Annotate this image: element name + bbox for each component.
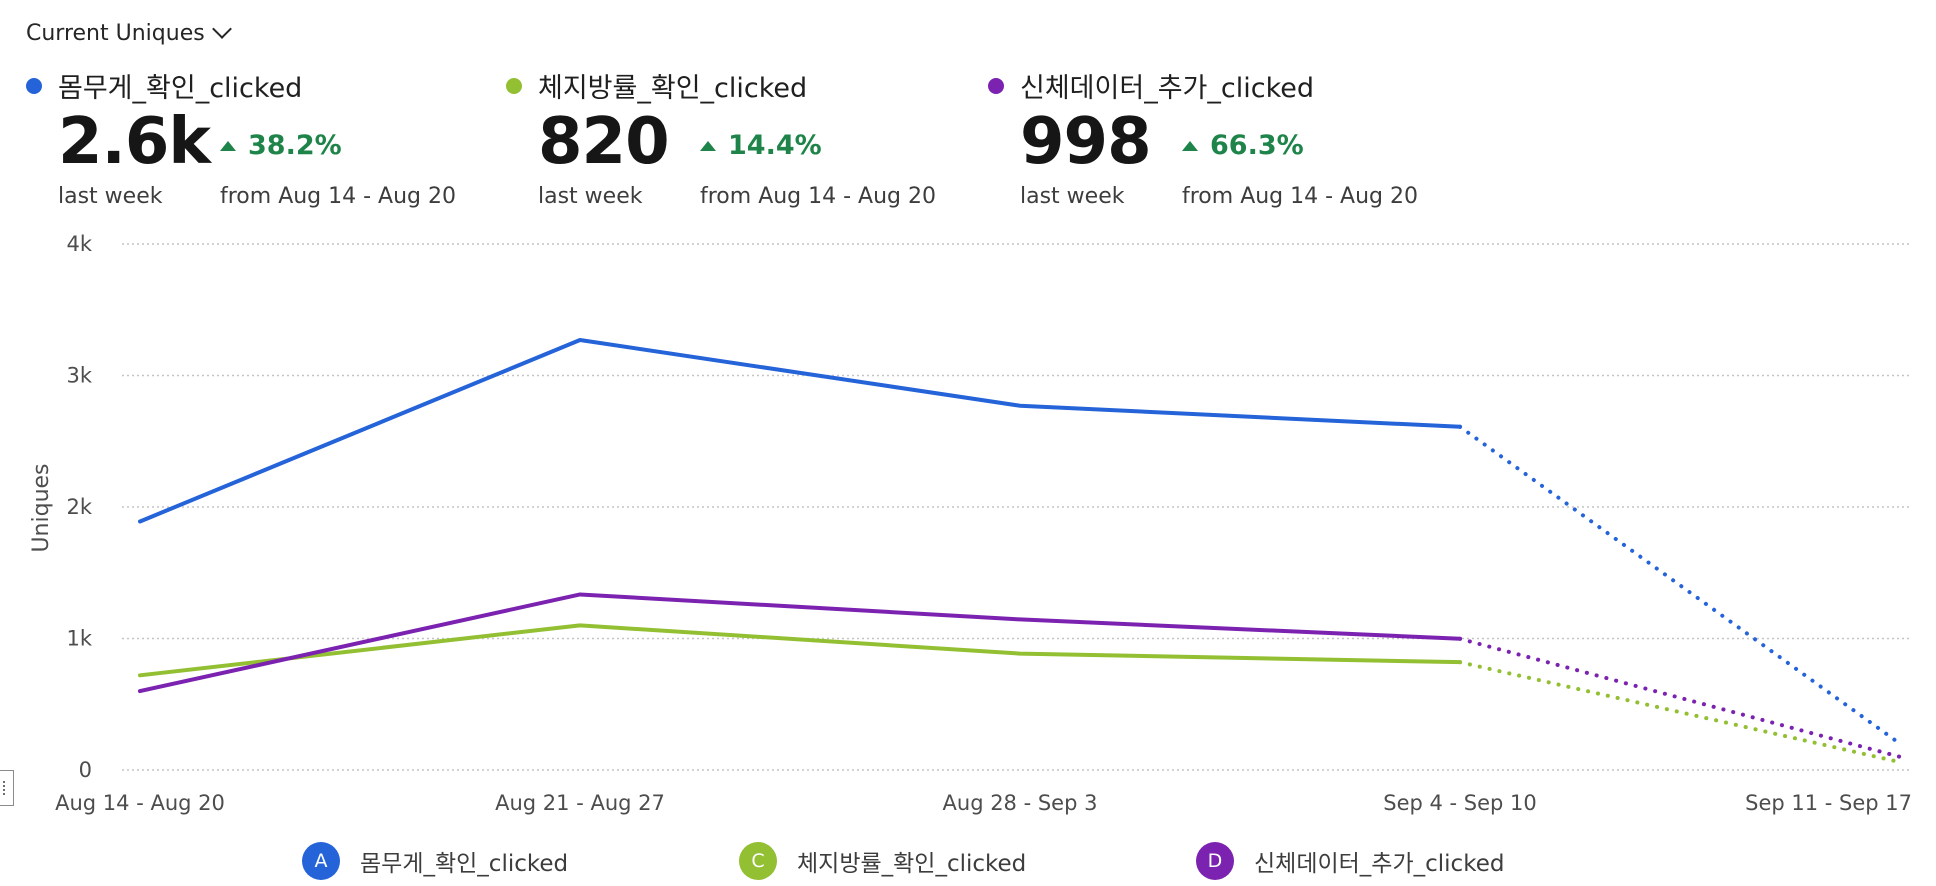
event-name: 몸무게_확인_clicked xyxy=(58,73,303,104)
change-percent: 38.2% xyxy=(220,130,342,161)
x-tick-label: Sep 11 - Sep 17 xyxy=(1745,791,1912,815)
series-solid-segment xyxy=(138,623,1462,678)
y-axis-ticks: 0 1k 2k 3k 4k xyxy=(66,232,92,782)
series-incomplete-segment xyxy=(1458,660,1902,765)
series-line[interactable] xyxy=(138,592,1902,759)
series-solid-segment xyxy=(138,592,1462,694)
y-axis-title: Uniques xyxy=(29,463,54,552)
legend-item[interactable]: C 체지방률_확인_clicked xyxy=(739,842,1026,880)
legend: A 몸무게_확인_clicked C 체지방률_확인_clicked D 신체데… xyxy=(0,842,1936,886)
period-label: last week xyxy=(58,184,163,209)
comparison-period: from Aug 14 - Aug 20 xyxy=(220,184,457,209)
gridlines xyxy=(122,243,1912,771)
x-axis-ticks: Aug 14 - Aug 20 Aug 21 - Aug 27 Aug 28 - S… xyxy=(55,791,1912,815)
change-percent: 14.4% xyxy=(700,130,822,161)
series-dot-icon xyxy=(26,77,42,94)
metric-selector[interactable]: Current Uniques xyxy=(26,16,232,50)
x-tick-label: Aug 28 - Sep 3 xyxy=(943,791,1098,815)
legend-label: 몸무게_확인_clicked xyxy=(360,851,569,877)
series-badge-icon: A xyxy=(302,842,340,880)
unique-count: 820 xyxy=(538,105,670,179)
up-triangle-icon xyxy=(220,140,236,151)
y-tick-label: 3k xyxy=(66,364,92,388)
summary-card: 체지방률_확인_clicked 820 last week 14.4% from… xyxy=(506,60,976,220)
legend-item[interactable]: D 신체데이터_추가_clicked xyxy=(1196,842,1504,880)
chevron-down-icon xyxy=(211,19,232,39)
comparison-period: from Aug 14 - Aug 20 xyxy=(700,184,937,209)
y-tick-label: 1k xyxy=(66,627,92,651)
summary-card-header: 몸무게_확인_clicked xyxy=(26,66,302,105)
series-incomplete-segment xyxy=(1458,636,1902,759)
up-triangle-icon xyxy=(1182,140,1198,151)
series-line[interactable] xyxy=(138,623,1902,765)
x-tick-label: Aug 14 - Aug 20 xyxy=(55,791,225,815)
series-dot-icon xyxy=(988,77,1004,94)
series-solid-segment xyxy=(138,337,1462,524)
line-chart: 0 1k 2k 3k 4k Uniques Aug 14 - Aug 20 Aug 21 … xyxy=(29,232,1912,815)
summary-card: 몸무게_확인_clicked 2.6k last week 38.2% from… xyxy=(26,60,496,220)
unique-count: 998 xyxy=(1020,105,1152,179)
metric-selector-label: Current Uniques xyxy=(26,20,205,46)
change-value: 38.2% xyxy=(248,130,342,161)
series-badge-icon: D xyxy=(1196,842,1234,880)
series-lines xyxy=(138,337,1902,765)
x-tick-label: Sep 4 - Sep 10 xyxy=(1383,791,1537,815)
summary-card-header: 체지방률_확인_clicked xyxy=(506,66,807,105)
y-tick-label: 4k xyxy=(66,232,92,256)
series-line[interactable] xyxy=(138,337,1902,746)
legend-item[interactable]: A 몸무게_확인_clicked xyxy=(302,842,568,880)
event-name: 체지방률_확인_clicked xyxy=(538,73,808,104)
side-panel-handle[interactable] xyxy=(0,770,14,806)
change-value: 14.4% xyxy=(728,130,822,161)
comparison-period: from Aug 14 - Aug 20 xyxy=(1182,184,1419,209)
summary-card-header: 신체데이터_추가_clicked xyxy=(988,66,1314,105)
summary-cards: 몸무게_확인_clicked 2.6k last week 38.2% from… xyxy=(0,60,1936,220)
change-percent: 66.3% xyxy=(1182,130,1304,161)
series-incomplete-segment xyxy=(1458,424,1902,746)
y-tick-label: 2k xyxy=(66,495,92,519)
event-name: 신체데이터_추가_clicked xyxy=(1020,73,1314,104)
y-tick-label: 0 xyxy=(79,758,92,782)
legend-label: 체지방률_확인_clicked xyxy=(797,851,1027,877)
up-triangle-icon xyxy=(700,140,716,151)
x-tick-label: Aug 21 - Aug 27 xyxy=(495,791,665,815)
period-label: last week xyxy=(538,184,643,209)
series-dot-icon xyxy=(506,77,522,94)
unique-count: 2.6k xyxy=(58,105,211,179)
legend-label: 신체데이터_추가_clicked xyxy=(1254,851,1505,877)
period-label: last week xyxy=(1020,184,1125,209)
change-value: 66.3% xyxy=(1210,130,1304,161)
series-badge-icon: C xyxy=(739,842,777,880)
summary-card: 신체데이터_추가_clicked 998 last week 66.3% fro… xyxy=(988,60,1458,220)
